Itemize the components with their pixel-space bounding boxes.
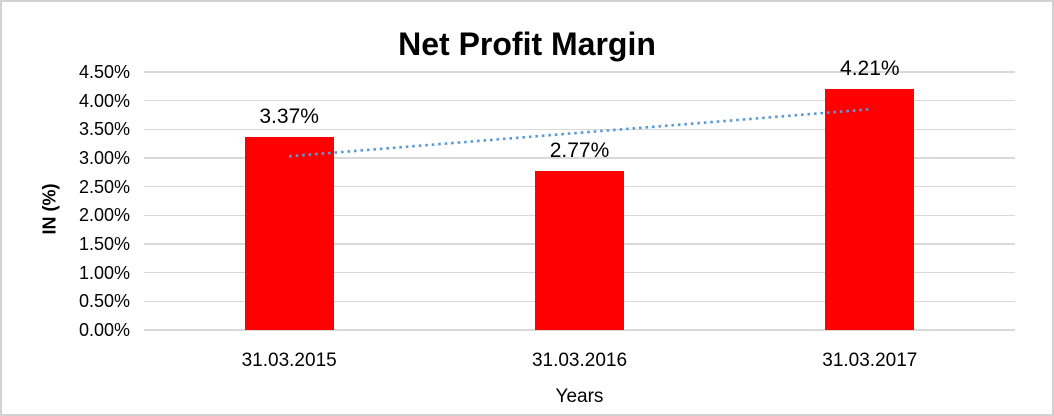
x-category-label: 31.03.2016 — [531, 350, 628, 371]
y-tick-label: 3.00% — [78, 148, 130, 168]
y-tick-label: 2.50% — [78, 176, 130, 197]
y-tick-label: 1.00% — [78, 262, 130, 283]
chart-title: Net Profit Margin — [398, 26, 656, 62]
bar-31.03.2017 — [825, 88, 915, 330]
y-tick-label: 4.00% — [78, 90, 130, 111]
x-category-label: 31.03.2017 — [822, 350, 918, 371]
bar-value-label: 4.21% — [840, 56, 900, 80]
gridline — [144, 99, 1015, 102]
y-tick-label: 1.50% — [78, 234, 130, 254]
y-tick-label: 4.50% — [78, 62, 130, 82]
gridline — [144, 71, 1015, 73]
y-axis-title: IN (%) — [39, 183, 60, 235]
y-tick-label: 0.00% — [78, 320, 130, 340]
gridline — [144, 157, 1015, 159]
x-axis-title: Years — [555, 386, 604, 407]
y-tick-label: 0.50% — [78, 291, 130, 312]
bar-value-label: 2.77% — [549, 139, 610, 163]
bar-31.03.2016 — [535, 171, 624, 330]
bar-value-label: 3.37% — [259, 104, 319, 128]
bar-31.03.2015 — [244, 136, 334, 330]
x-category-label: 31.03.2015 — [241, 350, 337, 371]
gridline — [144, 329, 1015, 331]
y-tick-label: 3.50% — [78, 119, 130, 140]
y-tick-label: 2.00% — [78, 205, 130, 226]
